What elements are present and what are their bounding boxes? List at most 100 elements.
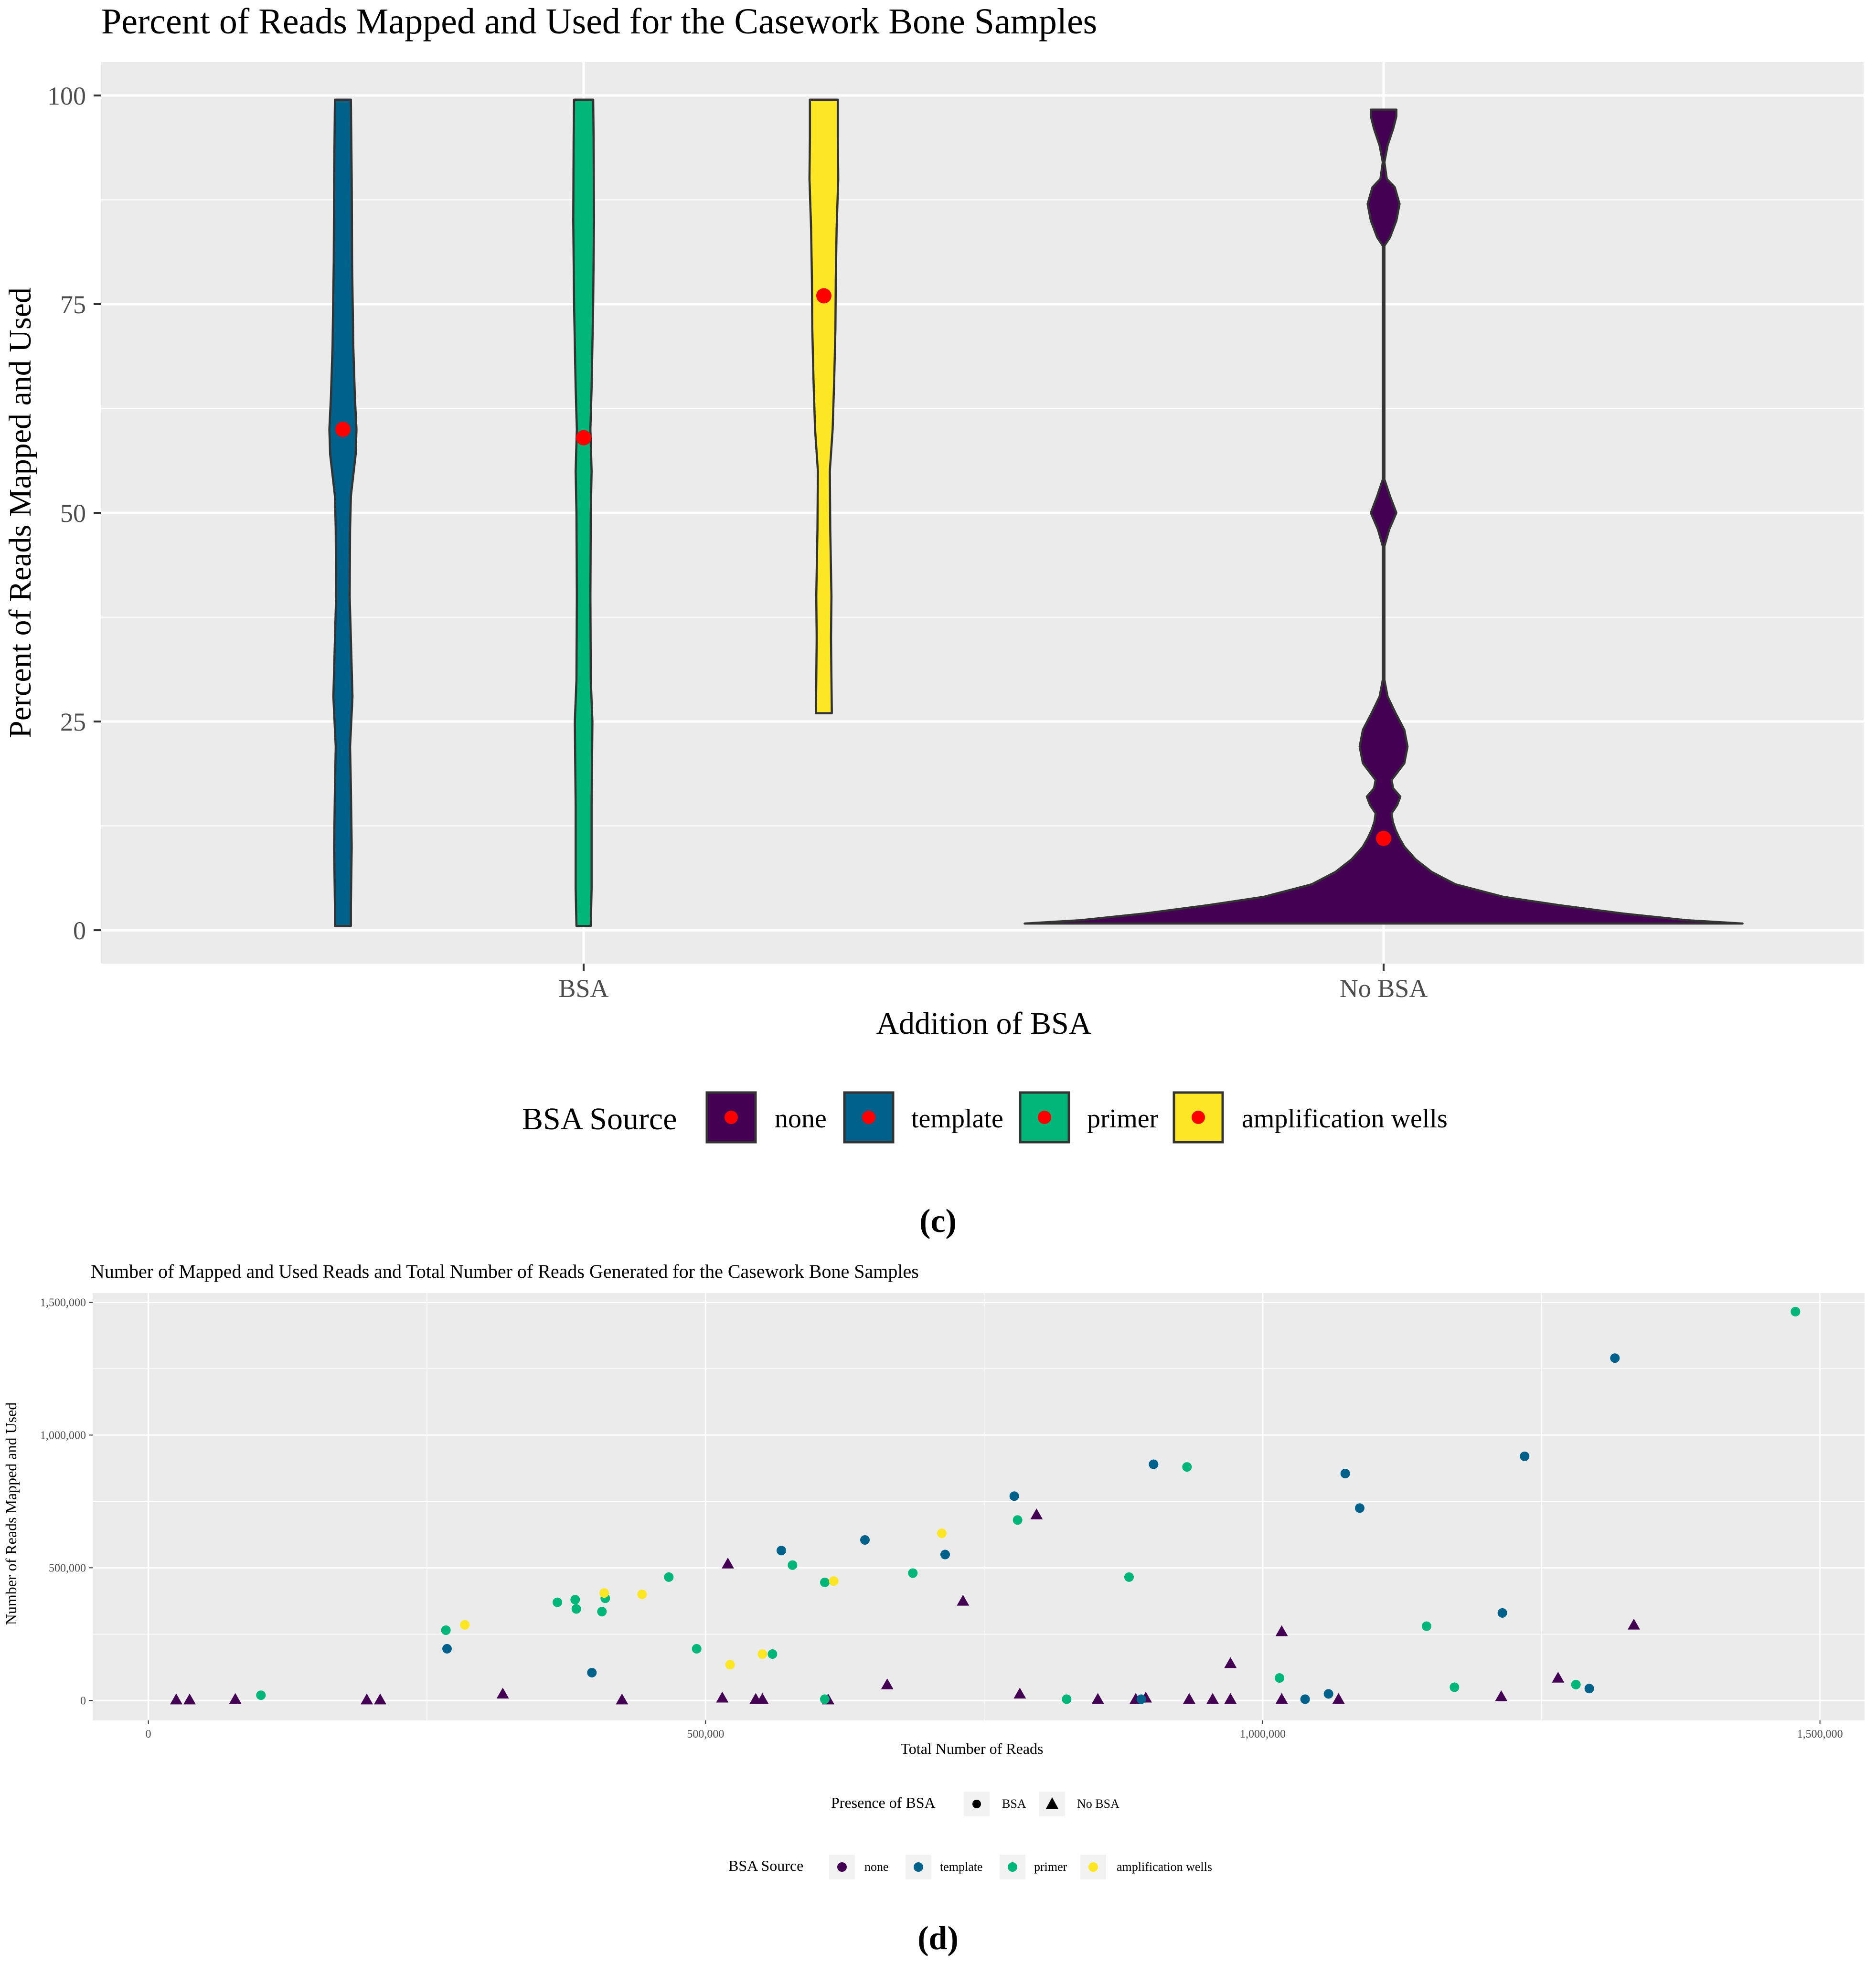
- chart-d-x-ticks: 0 500,000 1,000,000 1,500,000: [146, 1720, 1843, 1740]
- point-triangle-none: [1552, 1672, 1565, 1683]
- chart-c-x-axis-label: Addition of BSA: [876, 1006, 1091, 1041]
- legend-dot-amplification-wells: [1088, 1862, 1098, 1872]
- y-tick-label: 25: [60, 708, 86, 736]
- chart-d-x-axis-label: Total Number of Reads: [900, 1740, 1043, 1757]
- y-tick-label: 100: [47, 82, 86, 110]
- mean-point-amplification-wells: [816, 288, 831, 304]
- chart-d-shape-legend: Presence of BSA BSA No BSA: [831, 1792, 1119, 1816]
- point-circle-primer: [664, 1572, 674, 1582]
- legend-dot-none: [837, 1862, 847, 1872]
- y-tick-label: 1,000,000: [40, 1429, 86, 1442]
- chart-d-points: [170, 1306, 1801, 1705]
- point-triangle-none: [1495, 1690, 1508, 1701]
- x-tick-label: 1,000,000: [1240, 1728, 1286, 1740]
- legend-shape-circle: [972, 1800, 981, 1808]
- y-tick-label: 75: [60, 290, 86, 319]
- x-tick-label: 500,000: [687, 1728, 724, 1740]
- point-triangle-none: [1628, 1618, 1640, 1630]
- violin-amplification-wells: [808, 98, 840, 714]
- point-triangle-none: [1206, 1693, 1219, 1704]
- point-triangle-none: [616, 1693, 629, 1705]
- point-triangle-none: [1013, 1687, 1026, 1699]
- point-triangle-none: [229, 1693, 242, 1704]
- point-circle-primer: [256, 1690, 266, 1700]
- point-circle-template: [1497, 1608, 1507, 1618]
- violin-template: [328, 98, 358, 927]
- point-circle-primer: [788, 1560, 798, 1570]
- point-circle-template: [1009, 1491, 1019, 1501]
- y-tick-label: 0: [80, 1695, 86, 1707]
- legend-label-no-bsa: No BSA: [1077, 1797, 1119, 1811]
- point-circle-amplification-wells: [637, 1589, 647, 1599]
- y-tick-label: 1,500,000: [40, 1296, 86, 1309]
- mean-point-template: [335, 422, 351, 437]
- legend-key-amplification-wells: amplification wells: [1172, 1091, 1448, 1144]
- point-circle-primer: [1124, 1572, 1134, 1582]
- panel-label-d: (d): [917, 1920, 959, 1957]
- point-circle-primer: [1275, 1673, 1284, 1683]
- y-tick-label: 500,000: [49, 1562, 86, 1574]
- point-circle-template: [1355, 1503, 1364, 1513]
- point-circle-primer: [692, 1644, 702, 1654]
- mean-point-primer: [576, 430, 591, 446]
- point-circle-template: [1340, 1469, 1350, 1479]
- mean-point-none: [1376, 830, 1391, 846]
- point-circle-amplification-wells: [757, 1649, 767, 1659]
- point-circle-amplification-wells: [599, 1588, 609, 1598]
- legend-key-primer: primer: [1019, 1091, 1159, 1144]
- violin-chart: Percent of Reads Mapped and Used for the…: [3, 1, 1864, 1240]
- legend-mean-dot: [725, 1111, 738, 1124]
- point-triangle-none: [183, 1693, 196, 1705]
- legend-mean-dot: [1038, 1111, 1051, 1124]
- legend-label-amplification-wells: amplification wells: [1242, 1104, 1448, 1134]
- point-circle-template: [1584, 1684, 1594, 1694]
- point-triangle-none: [1091, 1693, 1104, 1704]
- point-triangle-none: [1183, 1693, 1195, 1704]
- point-triangle-none: [1030, 1508, 1043, 1519]
- point-circle-template: [587, 1667, 597, 1677]
- point-circle-primer: [441, 1625, 451, 1635]
- point-circle-primer: [1013, 1515, 1023, 1525]
- y-tick-label: 50: [60, 499, 86, 528]
- point-circle-primer: [597, 1607, 607, 1617]
- point-triangle-none: [756, 1693, 769, 1704]
- point-triangle-none: [170, 1693, 182, 1705]
- chart-d-shape-legend-title: Presence of BSA: [831, 1794, 936, 1811]
- chart-d-title: Number of Mapped and Used Reads and Tota…: [91, 1261, 919, 1282]
- chart-d-color-legend: BSA Source none template primer amplific…: [728, 1855, 1212, 1879]
- point-circle-template: [442, 1644, 452, 1654]
- legend-dot-template: [914, 1862, 923, 1872]
- chart-c-y-tick-labels: 0 25 50 75 100: [47, 82, 86, 945]
- point-circle-primer: [553, 1597, 562, 1607]
- point-triangle-none: [1224, 1657, 1237, 1668]
- legend-label-amplification-wells: amplification wells: [1117, 1860, 1212, 1874]
- point-triangle-none: [1275, 1693, 1288, 1704]
- y-tick-label: 0: [73, 916, 86, 945]
- chart-c-y-ticks: [94, 94, 101, 932]
- point-triangle-none: [361, 1693, 373, 1705]
- point-circle-amplification-wells: [937, 1528, 947, 1539]
- point-circle-primer: [1571, 1679, 1581, 1689]
- panel-label-c: (c): [919, 1203, 957, 1240]
- point-circle-primer: [570, 1595, 580, 1605]
- point-circle-primer: [571, 1604, 581, 1614]
- point-circle-amplification-wells: [725, 1660, 735, 1670]
- point-circle-template: [1610, 1353, 1620, 1363]
- point-triangle-none: [716, 1691, 729, 1703]
- point-circle-template: [860, 1535, 870, 1545]
- chart-c-legend-title: BSA Source: [522, 1102, 677, 1136]
- point-triangle-none: [722, 1558, 734, 1569]
- chart-c-title: Percent of Reads Mapped and Used for the…: [101, 1, 1097, 42]
- x-tick-label: 0: [146, 1728, 151, 1740]
- scatter-chart: Number of Mapped and Used Reads and Tota…: [2, 1261, 1865, 1957]
- point-triangle-none: [881, 1678, 894, 1689]
- point-circle-primer: [1791, 1306, 1801, 1316]
- chart-d-y-axis-label: Number of Reads Mapped and Used: [2, 1402, 20, 1625]
- point-circle-primer: [767, 1649, 778, 1659]
- point-triangle-none: [1332, 1693, 1345, 1704]
- point-triangle-none: [1224, 1693, 1237, 1704]
- legend-dot-primer: [1008, 1862, 1017, 1872]
- point-circle-template: [1520, 1451, 1530, 1461]
